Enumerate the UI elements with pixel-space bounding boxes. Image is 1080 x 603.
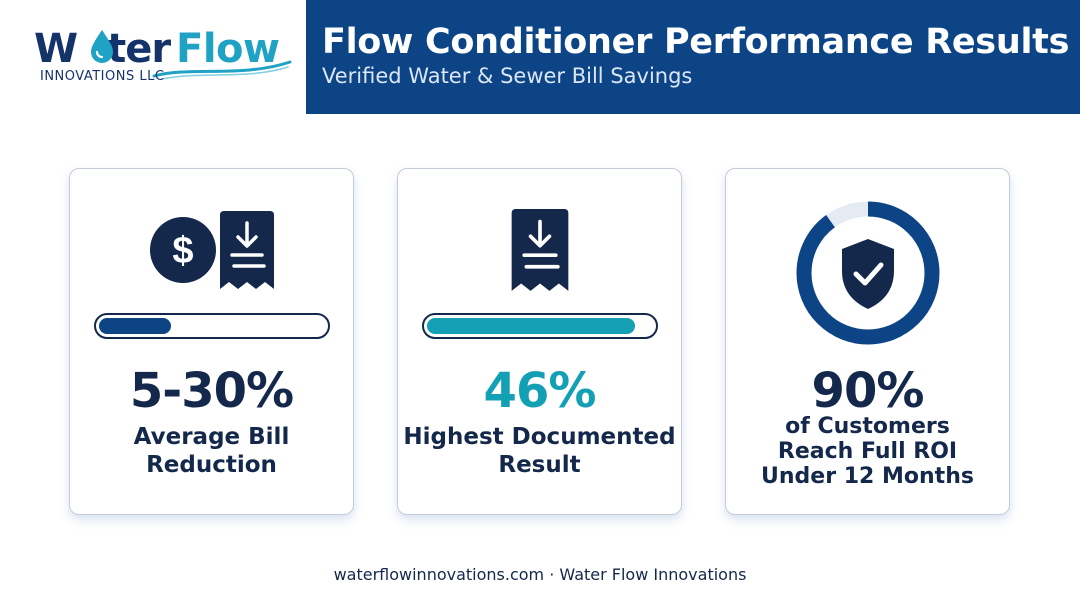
receipt-icon (220, 211, 274, 289)
wave-swoosh-icon (152, 60, 292, 80)
stat-value: 5-30% (129, 363, 294, 419)
stat-card-bill-reduction: $ 5-30% Average Bill Reduction (69, 168, 354, 515)
shield-check-icon (842, 239, 894, 309)
progress-ring (796, 201, 940, 345)
stat-label: Average Bill Reduction (133, 424, 290, 478)
stat-label: Highest Documented Result (403, 424, 676, 478)
page-subtitle: Verified Water & Sewer Bill Savings (322, 64, 693, 88)
stat-value: 46% (483, 363, 597, 419)
dollar-icon: $ (150, 217, 216, 283)
footer-text: waterflowinnovations.com · Water Flow In… (333, 565, 747, 584)
stat-card-roi: 90% of Customers Reach Full ROI Under 12… (725, 168, 1010, 515)
receipt-icon (511, 209, 569, 291)
header-band (306, 0, 1080, 114)
progress-bar (94, 313, 330, 339)
stat-card-highest-result: 46% Highest Documented Result (397, 168, 682, 515)
progress-bar-fill (99, 318, 171, 334)
water-drop-icon (91, 30, 113, 63)
logo-text-flow: Flow (176, 26, 280, 72)
progress-ring-fill (796, 201, 940, 345)
logo-tagline: INNOVATIONS LLC (40, 69, 165, 84)
progress-bar-fill (427, 318, 635, 334)
page-title: Flow Conditioner Performance Results (322, 22, 1070, 62)
progress-bar (422, 313, 658, 339)
stat-label: of Customers Reach Full ROI Under 12 Mon… (761, 414, 974, 489)
stat-value: 90% (811, 363, 925, 419)
svg-text:$: $ (172, 230, 193, 272)
